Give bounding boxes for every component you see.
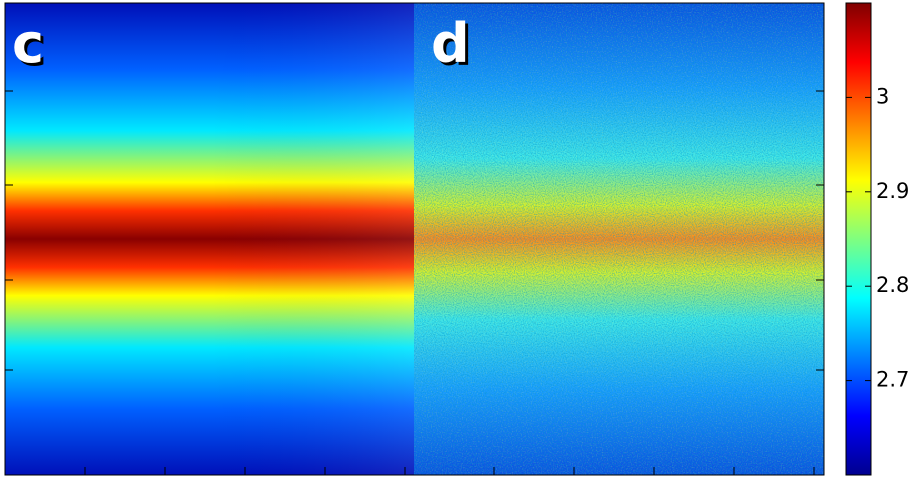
panel-label: c — [12, 12, 44, 75]
panel-d — [414, 3, 824, 475]
panel-c — [5, 3, 414, 475]
colorbar-tick-label: 2.9 — [876, 179, 909, 203]
colorbar-tick-label: 2.7 — [876, 368, 909, 392]
frame — [4, 2, 825, 476]
colorbar-tick-label: 2.8 — [876, 273, 909, 297]
colorbar: 2.7 2.8 2.9 3 — [845, 2, 909, 476]
colorbar-scale — [845, 2, 872, 476]
panel-label-shadow: c — [15, 15, 47, 78]
panel-label: d — [431, 12, 470, 75]
shading — [5, 3, 414, 475]
panel-label-shadow: d — [434, 15, 473, 78]
colorbar-tick-label: 3 — [876, 84, 889, 108]
axis-ticks — [5, 90, 824, 475]
noise — [414, 3, 824, 475]
